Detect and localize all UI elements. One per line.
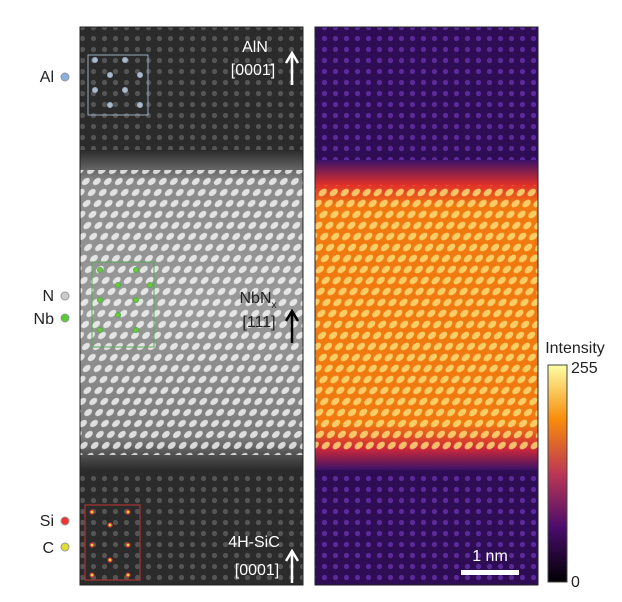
colorbar-min: 0 <box>571 574 580 591</box>
figure: 1 nm Al N Nb Si C AlN [0001̄] NbNx [111]… <box>0 0 622 597</box>
annotation: AlN <box>242 39 268 56</box>
colorbar-title: Intensity <box>545 340 605 357</box>
right-panel: 1 nm <box>315 27 538 585</box>
annotation: [111] <box>242 314 275 331</box>
scale-bar <box>461 570 519 575</box>
label: Al <box>40 69 54 86</box>
annotation: 4H-SiC <box>228 534 280 551</box>
scale-bar-label: 1 nm <box>472 548 508 565</box>
label: Si <box>40 513 54 530</box>
element-legend: Al N Nb Si C <box>34 69 69 557</box>
colorbar: Intensity 255 0 <box>545 340 605 591</box>
annotation: [0001] <box>235 562 279 579</box>
label: N <box>42 288 54 305</box>
label: C <box>42 540 54 557</box>
annotation: [0001̄] <box>231 62 275 79</box>
label: Nb <box>34 311 55 328</box>
colorbar-max: 255 <box>571 360 598 377</box>
